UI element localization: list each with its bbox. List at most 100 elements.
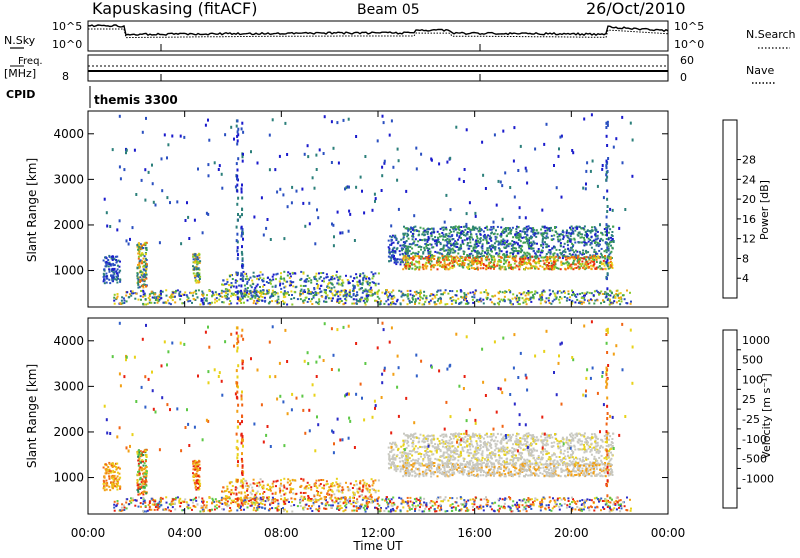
power-cell: [257, 284, 259, 286]
power-cell: [418, 302, 420, 304]
velocity-cell: [609, 497, 611, 499]
velocity-cell: [557, 498, 559, 500]
power-cell: [556, 253, 558, 255]
power-cell: [409, 302, 411, 304]
power-cell: [584, 292, 586, 294]
power-cell: [353, 293, 355, 295]
power-cell: [447, 293, 449, 295]
velocity-cell: [392, 497, 394, 499]
power-cell: [356, 303, 358, 305]
power-cell: [237, 169, 239, 172]
velocity-cell: [436, 501, 438, 503]
power-cell: [230, 126, 232, 129]
velocity-cell: [208, 497, 210, 499]
velocity-cell: [292, 492, 294, 494]
power-cell: [585, 187, 587, 190]
velocity-cell: [548, 507, 550, 509]
station-title: Kapuskasing (fitACF): [92, 0, 257, 18]
power-cell: [330, 291, 332, 293]
power-cell: [307, 155, 309, 158]
power-cell: [504, 256, 506, 258]
power-cell: [348, 230, 350, 233]
power-cell: [282, 193, 284, 196]
velocity-cell: [519, 499, 521, 501]
power-cell: [553, 299, 555, 301]
power-cell: [581, 236, 583, 238]
power-cell: [416, 167, 418, 170]
power-cell: [449, 233, 451, 235]
power-cell: [277, 292, 279, 294]
velocity-cell: [482, 506, 484, 508]
velocity-cell: [126, 507, 128, 509]
power-cell: [120, 177, 122, 180]
power-cell: [557, 236, 559, 238]
power-cell: [532, 233, 534, 235]
power-cell: [487, 234, 489, 236]
power-cell: [569, 296, 571, 298]
power-cell: [282, 283, 284, 285]
power-cell: [550, 303, 552, 305]
velocity-cell: [160, 504, 162, 506]
power-cell: [548, 251, 550, 253]
power-cell: [508, 261, 510, 263]
power-cell: [606, 223, 608, 226]
velocity-cell: [606, 503, 608, 505]
power-cell: [515, 255, 517, 257]
power-cell: [221, 187, 223, 190]
power-cell: [505, 229, 507, 232]
power-cell: [261, 293, 263, 295]
power-cell: [417, 298, 419, 300]
power-cell: [192, 295, 194, 297]
velocity-cell: [328, 504, 330, 506]
velocity-cell: [602, 506, 604, 508]
power-cell: [317, 292, 319, 294]
power-cell: [469, 242, 471, 244]
power-cell: [215, 291, 217, 293]
power-cell: [350, 296, 352, 298]
power-cell: [144, 255, 146, 257]
power-cell: [116, 297, 118, 299]
power-cell: [197, 254, 199, 256]
velocity-cell: [160, 500, 162, 502]
power-cell: [520, 248, 522, 250]
power-cell: [345, 186, 347, 189]
power-cell: [399, 254, 401, 256]
power-cell: [443, 236, 445, 238]
power-cell: [434, 236, 436, 238]
power-cell: [546, 268, 548, 270]
power-cell: [310, 282, 312, 284]
power-cell: [379, 301, 381, 303]
power-cell: [506, 235, 508, 237]
power-cell: [477, 245, 479, 247]
power-cell: [181, 302, 183, 304]
velocity-cell: [215, 498, 217, 500]
velocity-cell: [526, 510, 528, 512]
power-cell: [585, 170, 587, 173]
power-cell: [622, 294, 624, 296]
velocity-cell: [190, 499, 192, 501]
velocity-cell: [432, 505, 434, 507]
power-cell: [541, 294, 543, 296]
power-cell: [525, 258, 527, 260]
velocity-cell: [411, 508, 413, 510]
power-cell: [504, 300, 506, 302]
power-cell: [112, 148, 114, 151]
power-cell: [549, 266, 551, 268]
power-cell: [407, 250, 409, 252]
power-cell: [241, 187, 243, 190]
power-cell: [422, 264, 424, 266]
velocity-cell: [555, 505, 557, 507]
velocity-cell: [319, 495, 321, 497]
power-cell: [448, 268, 450, 270]
power-cell: [166, 295, 168, 297]
velocity-cell: [616, 497, 618, 499]
power-cell: [365, 278, 367, 280]
power-cell: [197, 272, 199, 274]
power-cell: [478, 262, 480, 264]
power-cell: [276, 191, 278, 194]
power-cell: [168, 302, 170, 304]
power-cell: [519, 206, 521, 209]
power-cell: [232, 278, 234, 280]
velocity-cell: [544, 508, 546, 510]
